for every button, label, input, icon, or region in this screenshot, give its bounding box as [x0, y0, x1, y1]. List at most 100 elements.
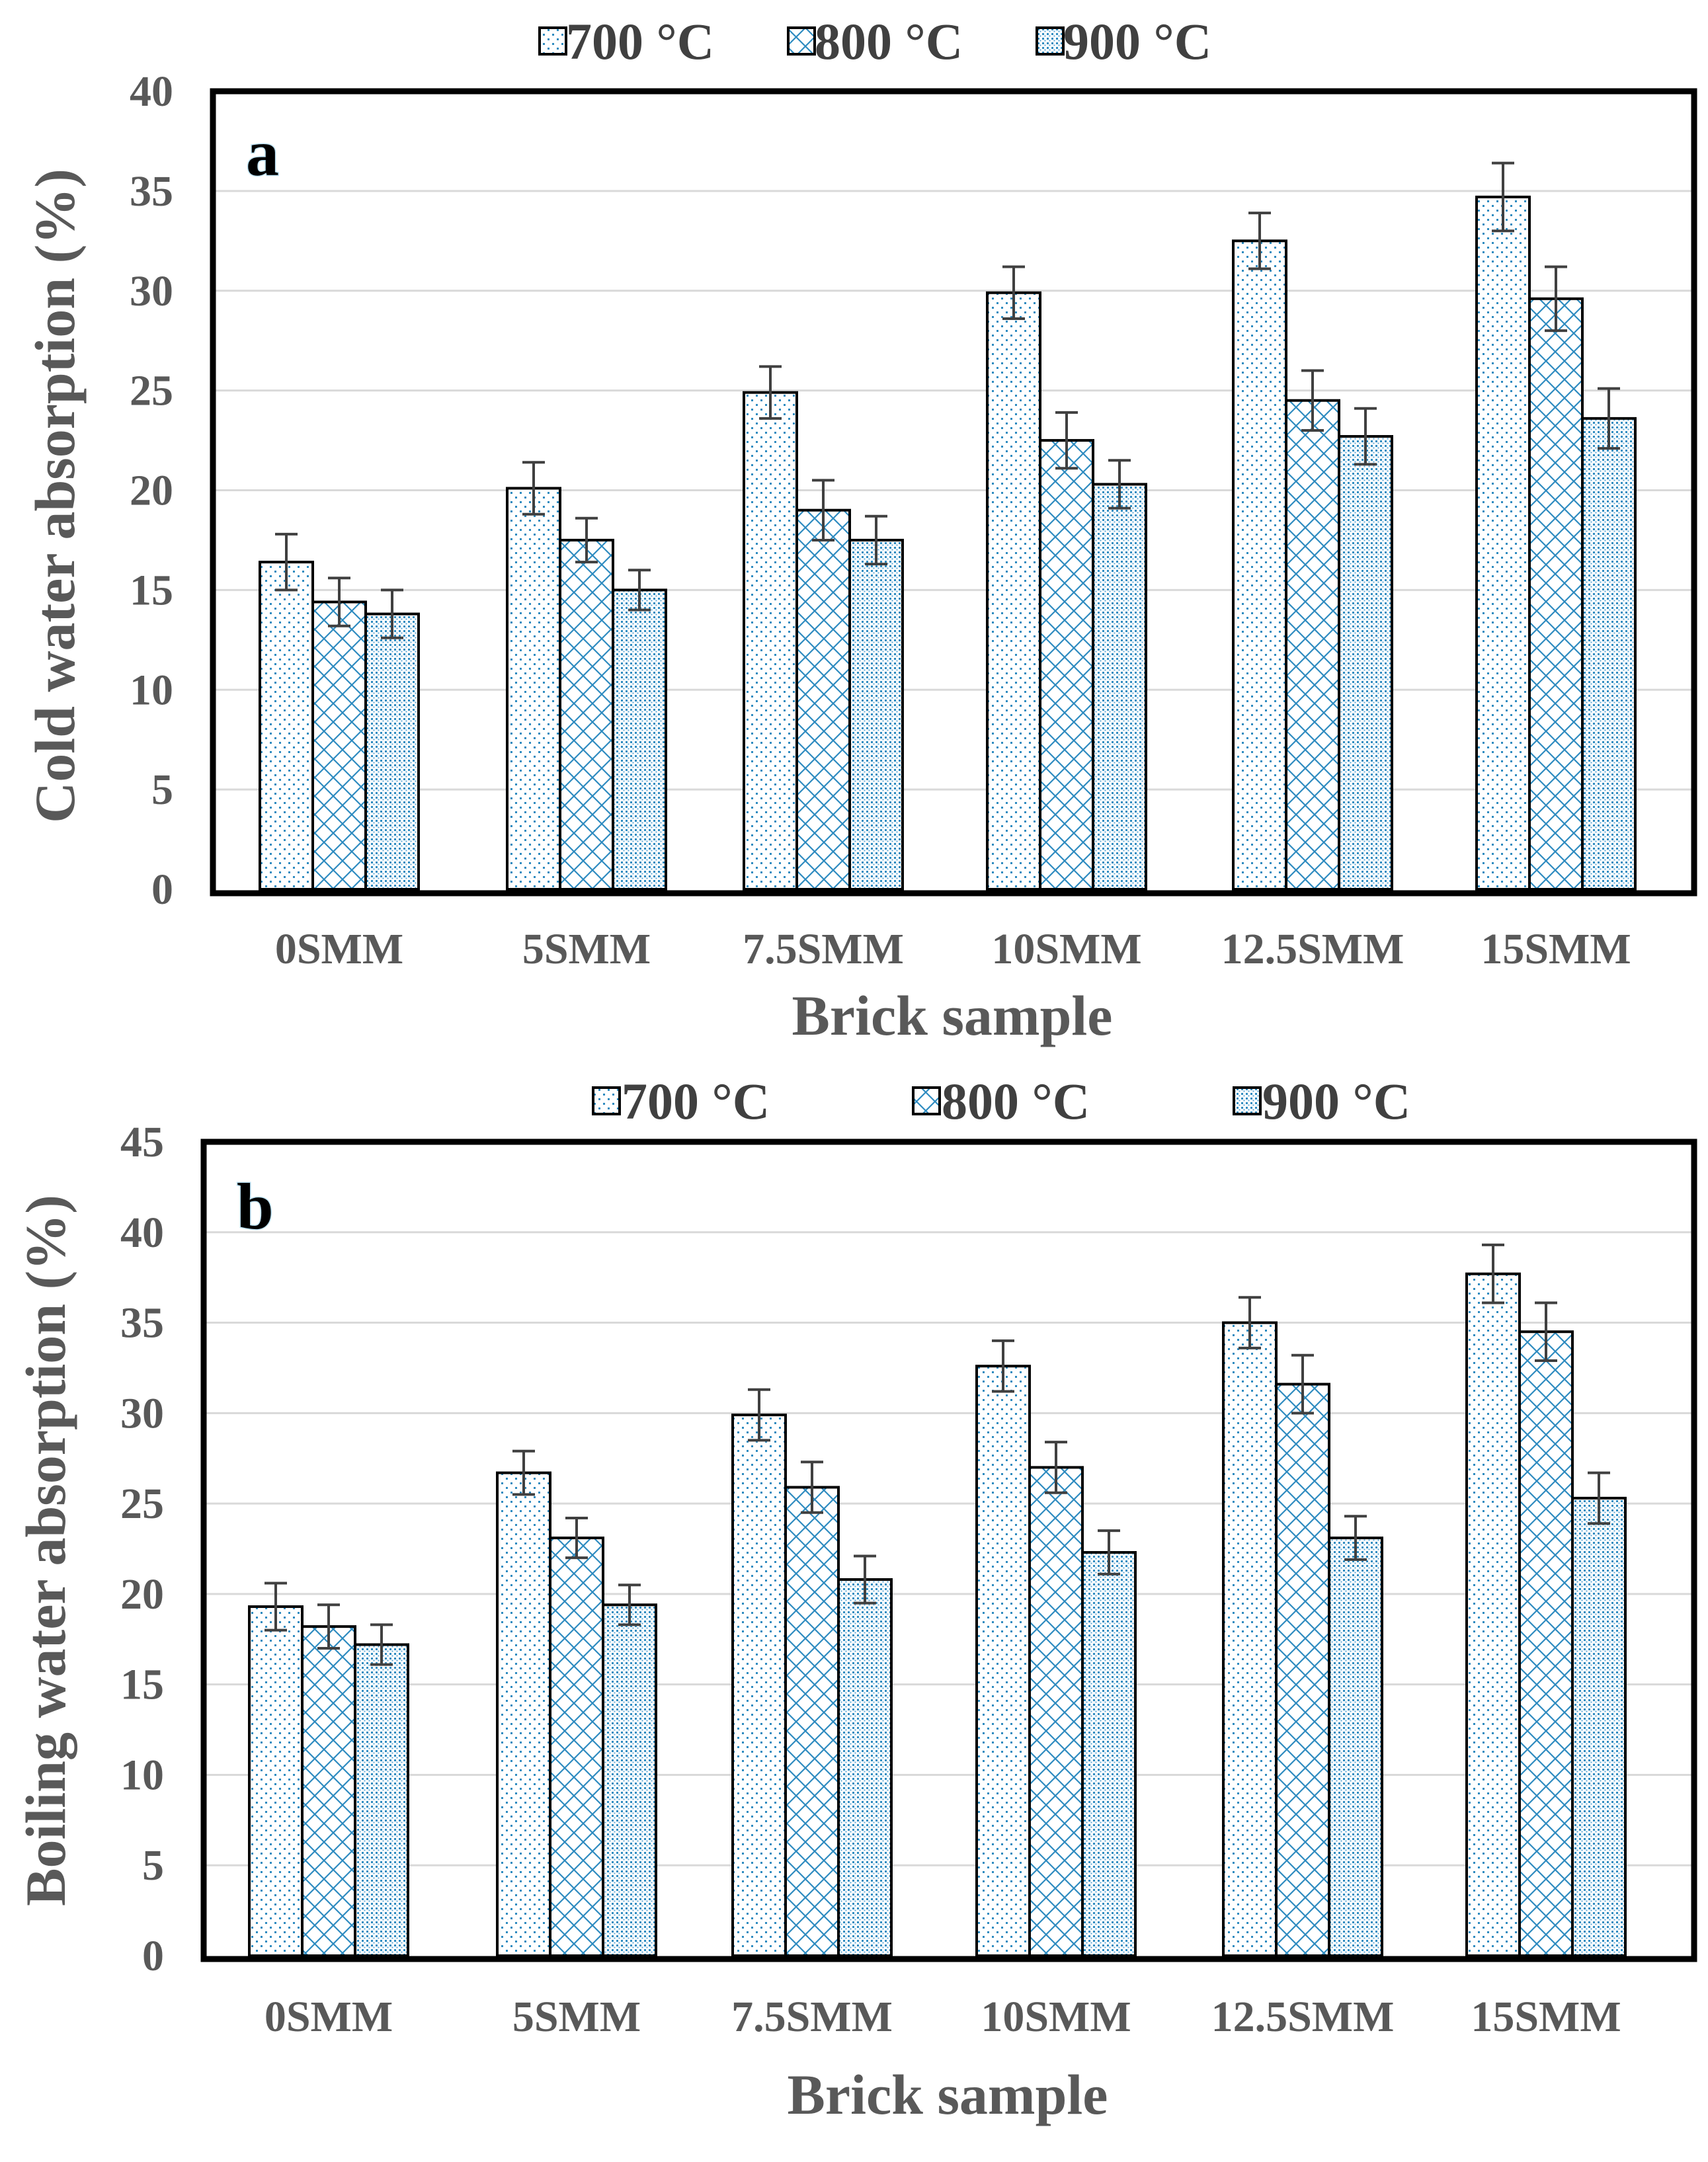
bar-10SMM-800C	[1028, 1466, 1084, 1957]
error-bar	[748, 1388, 770, 1442]
x-tick-label: 5SMM	[512, 1993, 641, 2041]
error-bar	[628, 569, 651, 612]
y-tick-label: 20	[120, 1570, 164, 1619]
bar-10SMM-800C	[1039, 439, 1094, 891]
x-tick-label: 15SMM	[1481, 925, 1631, 973]
y-axis-title: Cold water absorption (%)	[23, 169, 87, 823]
bar-0SMM-700C	[259, 561, 314, 891]
bar-7.5SMM-700C	[743, 391, 798, 891]
bar-15SMM-900C	[1581, 417, 1637, 891]
legend-label: 800 °C	[815, 13, 963, 70]
y-tick-label: 35	[120, 1299, 164, 1347]
legend-item: 800 °C	[787, 13, 963, 70]
bar-0SMM-800C	[311, 600, 367, 891]
error-bar	[381, 588, 403, 639]
error-bar	[801, 1461, 823, 1514]
x-tick-label: 12.5SMM	[1221, 925, 1404, 973]
error-bar	[1301, 369, 1324, 432]
error-bar	[1108, 459, 1131, 510]
y-tick-label: 15	[130, 566, 173, 614]
y-tick-label: 45	[120, 1118, 164, 1166]
panel-label: a	[246, 116, 279, 190]
y-tick-label: 25	[130, 367, 173, 415]
y-tick-label: 10	[120, 1751, 164, 1799]
x-tick-label: 7.5SMM	[731, 1993, 893, 2041]
legend-label: 900 °C	[1063, 13, 1211, 70]
error-bar	[1248, 212, 1271, 270]
bar-5SMM-800C	[559, 538, 614, 891]
bar-15SMM-700C	[1475, 195, 1531, 891]
bar-10SMM-700C	[975, 1365, 1031, 1958]
legend-swatch	[1233, 1086, 1262, 1115]
y-tick-label: 5	[151, 766, 173, 814]
plot-frame	[200, 1139, 1697, 1962]
bar-5SMM-700C	[496, 1471, 551, 1957]
x-tick-label: 7.5SMM	[743, 925, 904, 973]
error-bar	[575, 516, 598, 564]
x-tick-label: 0SMM	[275, 925, 403, 973]
error-bar	[1045, 1441, 1067, 1494]
legend-item: 800 °C	[912, 1072, 1090, 1130]
y-tick-label: 25	[120, 1480, 164, 1528]
legend-swatch	[592, 1086, 621, 1115]
error-bar	[1588, 1471, 1610, 1525]
y-tick-label: 20	[130, 467, 173, 515]
panel-a-cold-water-absorption: 0 5 10 15 20 25 30 35 40 0SMM 5SMM 7.5SMM 10SMM 12.5S…	[23, 13, 1697, 1047]
bar-10SMM-900C	[1092, 483, 1147, 891]
error-bar	[812, 479, 834, 541]
bar-0SMM-700C	[248, 1605, 304, 1958]
error-bar	[1098, 1529, 1120, 1576]
bar-12.5SMM-700C	[1222, 1321, 1278, 1957]
legend-item: 700 °C	[592, 1072, 770, 1130]
error-bar	[1291, 1353, 1314, 1415]
legend-swatch	[912, 1086, 941, 1115]
error-bar	[618, 1583, 641, 1626]
x-tick-label: 5SMM	[522, 925, 651, 973]
y-tick-label: 10	[130, 666, 173, 714]
panel-label: b	[237, 1170, 274, 1243]
bar-10SMM-900C	[1081, 1550, 1137, 1958]
legend-item: 700 °C	[538, 13, 714, 70]
legend-label: 900 °C	[1262, 1072, 1410, 1130]
y-axis-title: Boiling water absorption (%)	[14, 1195, 77, 1906]
y-tick-label: 15	[120, 1661, 164, 1709]
legend-item: 900 °C	[1233, 1072, 1410, 1130]
error-bar	[1354, 407, 1377, 466]
y-tick-label: 0	[142, 1932, 164, 1980]
legend-item: 900 °C	[1036, 13, 1211, 70]
legend: 700 °C 800 °C 900 °C	[592, 1072, 1410, 1130]
error-bar	[1055, 411, 1078, 470]
bar-12.5SMM-800C	[1285, 399, 1340, 891]
legend-swatch	[1036, 26, 1065, 56]
error-bar	[1545, 265, 1567, 333]
error-bar	[1239, 1296, 1261, 1349]
legend-label: 700 °C	[622, 1072, 770, 1130]
bar-7.5SMM-900C	[848, 538, 904, 891]
error-bar	[522, 461, 545, 516]
bar-5SMM-900C	[612, 588, 667, 891]
legend-label: 700 °C	[566, 13, 714, 70]
y-tick-label: 30	[120, 1389, 164, 1437]
error-bar	[1344, 1515, 1367, 1561]
plot-frame	[210, 88, 1697, 897]
error-bar	[275, 532, 298, 592]
x-tick-label: 12.5SMM	[1211, 1993, 1395, 2041]
bar-5SMM-700C	[506, 487, 561, 891]
error-bar	[865, 514, 887, 566]
legend-swatch	[538, 26, 567, 56]
error-bar	[317, 1603, 340, 1650]
bar-12.5SMM-900C	[1328, 1537, 1383, 1957]
panel-b-boiling-water-absorption: 0 5 10 15 20 25 30 35 40 45 0SMM 5SMM 7.5SMM 10SMM 12.…	[14, 1072, 1697, 2126]
error-bar	[328, 577, 350, 627]
bar-15SMM-700C	[1465, 1272, 1521, 1957]
error-bar	[1598, 387, 1620, 450]
error-bar	[1482, 1243, 1504, 1304]
error-bar	[370, 1623, 393, 1666]
error-bar	[1002, 265, 1025, 320]
bar-7.5SMM-800C	[795, 508, 851, 891]
x-tick-label: 15SMM	[1471, 1993, 1621, 2041]
error-bar	[565, 1516, 588, 1560]
y-tick-label: 35	[130, 167, 173, 216]
error-bar	[264, 1581, 287, 1632]
